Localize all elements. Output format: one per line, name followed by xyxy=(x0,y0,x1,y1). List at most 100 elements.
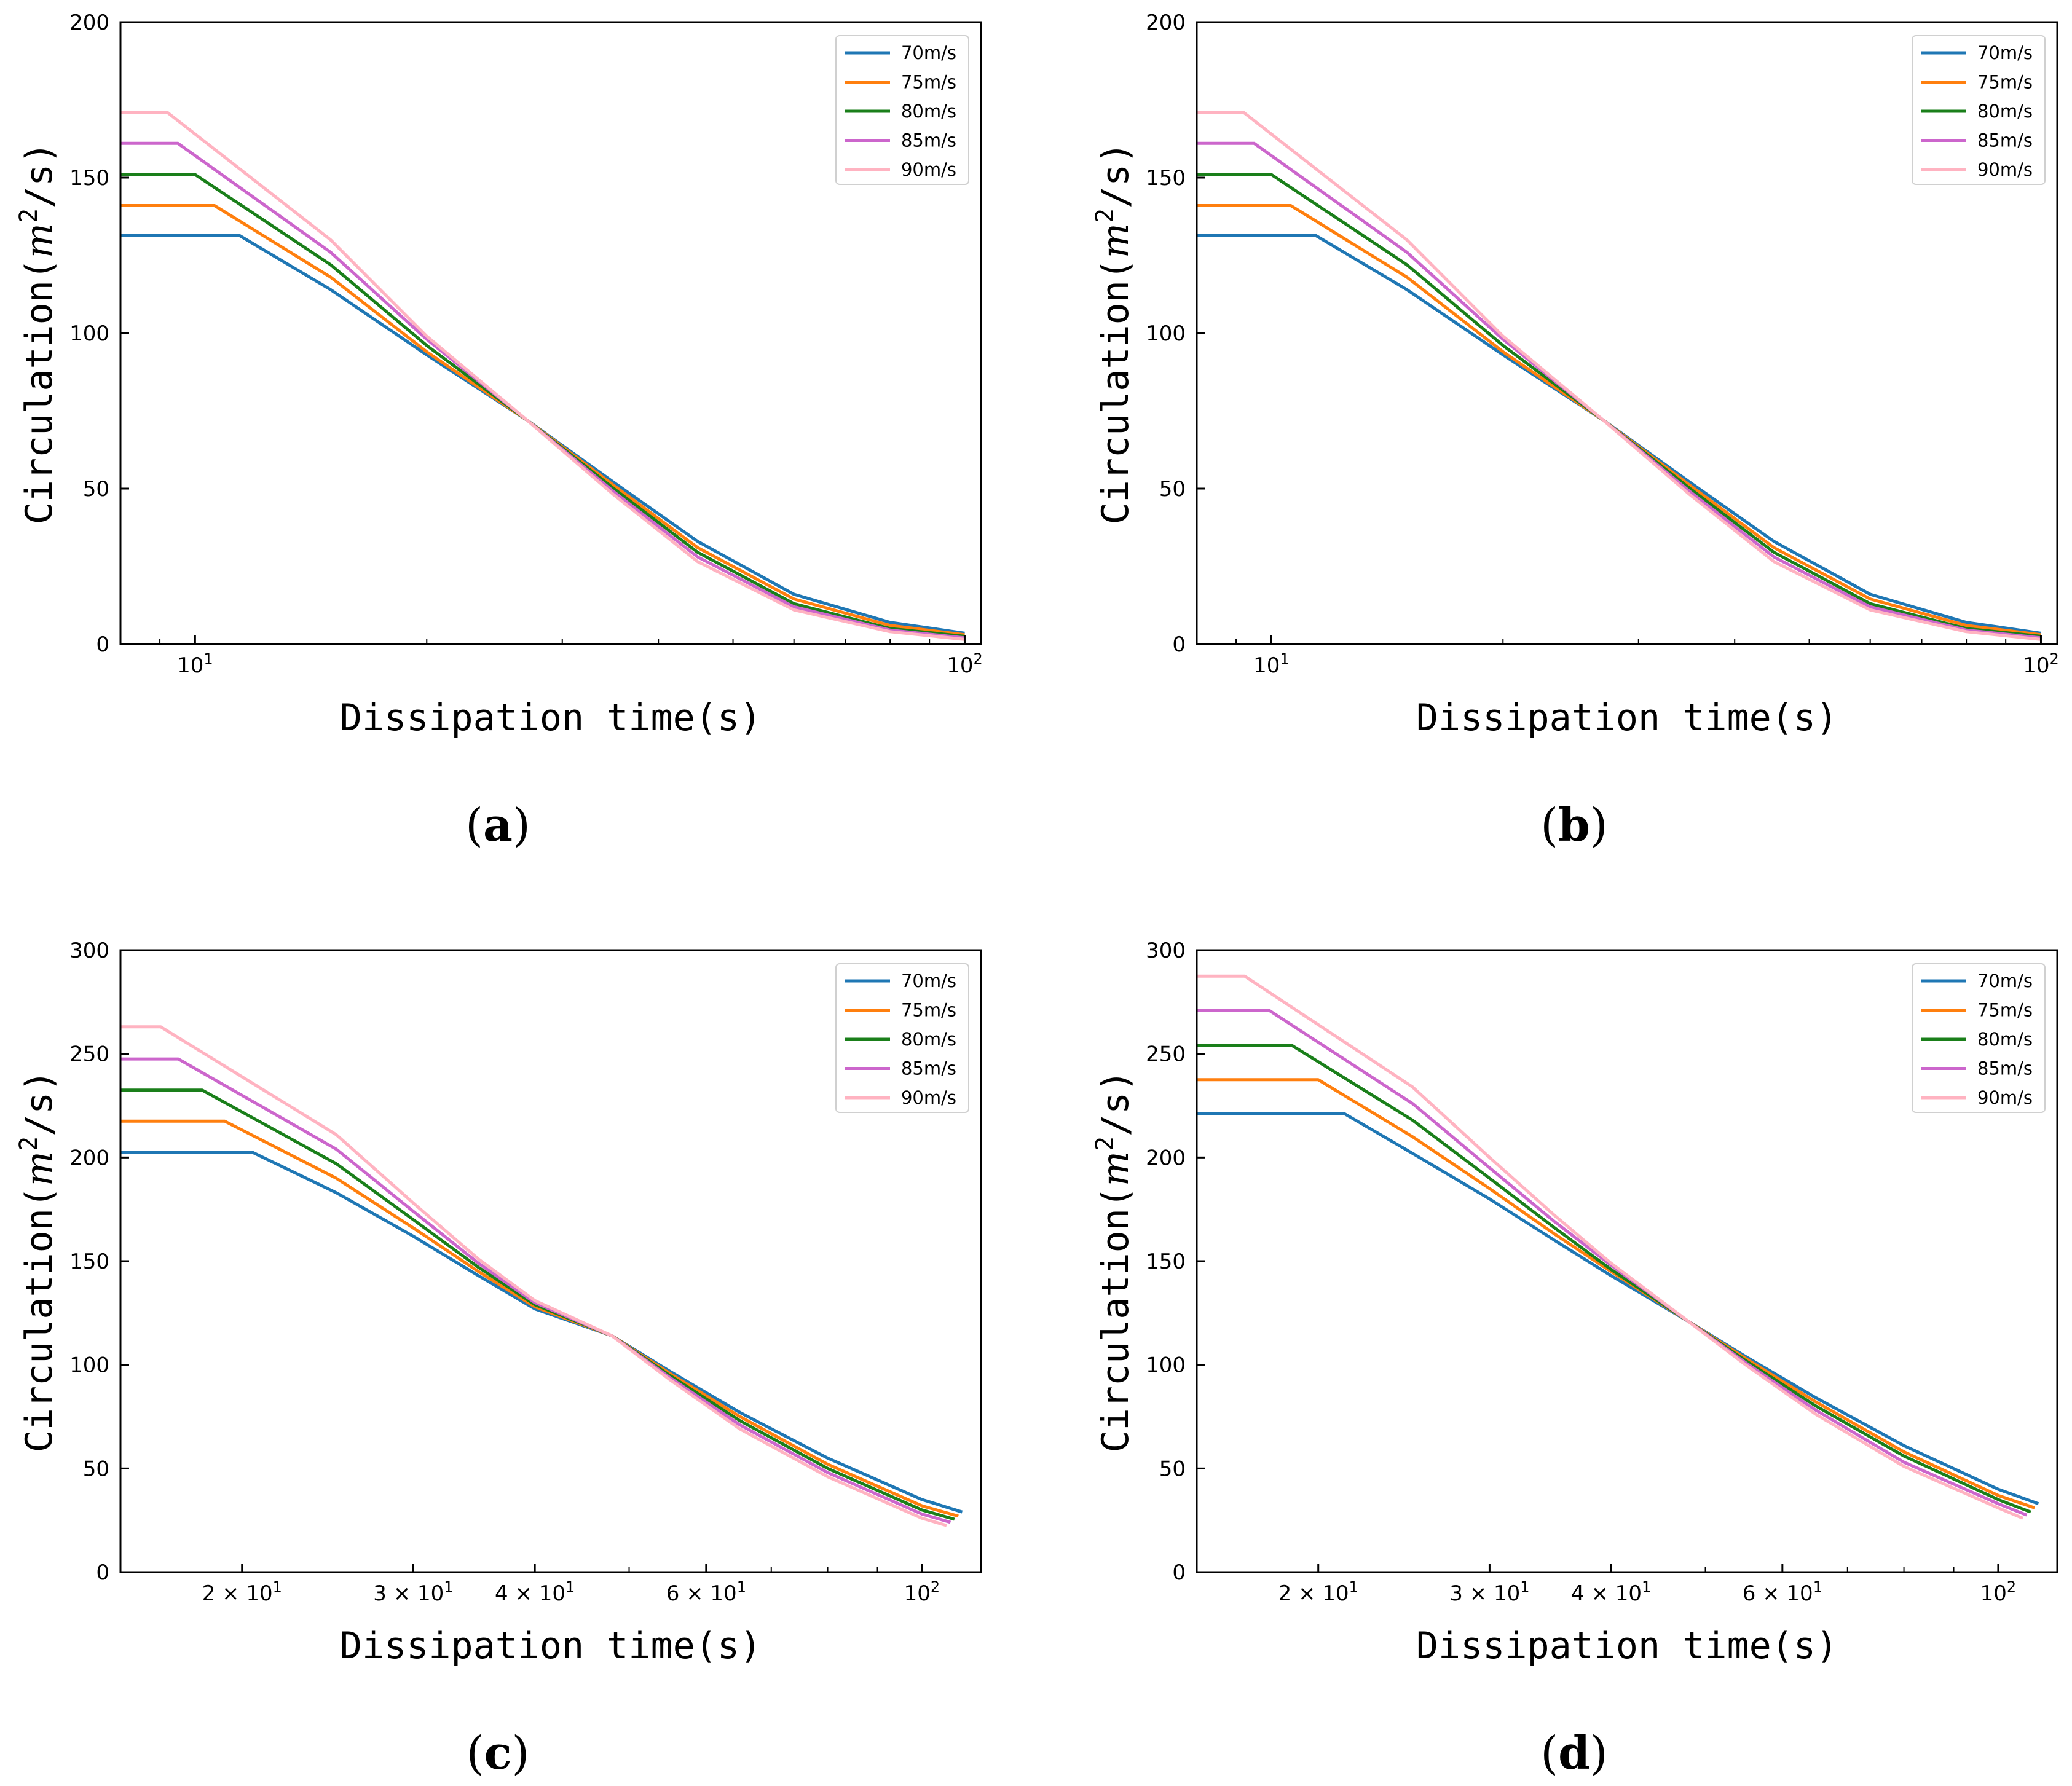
x-axis-label: Dissipation time(s) xyxy=(1416,1624,1838,1667)
x-axis-label: Dissipation time(s) xyxy=(1416,696,1838,739)
x-tick-label-exp: 1 xyxy=(203,650,213,667)
legend-label: 85m/s xyxy=(1977,130,2033,151)
legend-label: 80m/s xyxy=(901,1029,956,1050)
y-axis-label-m: m xyxy=(1094,1151,1137,1186)
panel-caption-open: ( xyxy=(465,799,483,852)
x-tick-label-base: 10 xyxy=(2023,653,2049,678)
legend-label: 70m/s xyxy=(901,42,956,63)
x-tick-label-exp: 1 xyxy=(273,1578,282,1595)
y-axis-label-main: Circulation( xyxy=(1094,1186,1137,1452)
x-tick-label: 6 × 101 xyxy=(666,1578,746,1606)
legend: 70m/s 75m/s 80m/s 85m/s 90m/s xyxy=(1912,35,2046,185)
y-axis-label-main: Circulation( xyxy=(18,258,61,524)
y-axis-label-tail: /s) xyxy=(1094,142,1137,208)
x-tick-label-base: 10 xyxy=(904,1581,931,1606)
legend-label: 90m/s xyxy=(901,159,956,180)
y-tick-label: 150 xyxy=(69,166,109,191)
y-tick-label: 100 xyxy=(1146,1353,1186,1378)
x-tick-label-exp: 2 xyxy=(931,1578,940,1595)
y-axis-label-m: m xyxy=(18,223,61,258)
x-tick-label-exp: 1 xyxy=(1349,1578,1358,1595)
legend: 70m/s 75m/s 80m/s 85m/s 90m/s xyxy=(835,35,969,185)
y-axis-label-sup: 2 xyxy=(1091,208,1119,223)
y-axis-label: Circulation(m2/s) xyxy=(1091,142,1137,525)
y-tick-label: 50 xyxy=(83,1457,109,1481)
y-tick-label: 0 xyxy=(96,1560,109,1585)
x-tick-label-base: 4 × 10 xyxy=(495,1581,565,1606)
y-axis-label-main: Circulation( xyxy=(1094,258,1137,524)
y-axis-label-sup: 2 xyxy=(15,1136,43,1151)
legend-box xyxy=(835,35,969,185)
legend-label: 85m/s xyxy=(901,130,956,151)
x-tick-label-exp: 1 xyxy=(1280,650,1289,667)
legend-label: 70m/s xyxy=(1977,970,2033,991)
y-axis-label: Circulation(m2/s) xyxy=(1091,1070,1137,1453)
x-tick-label: 102 xyxy=(1980,1578,2017,1606)
panel-caption: (c) xyxy=(467,1727,530,1780)
panel-caption-letter: b xyxy=(1558,799,1590,852)
series-line-80m-s xyxy=(1197,1044,2031,1514)
x-tick-label-exp: 1 xyxy=(565,1578,575,1595)
series-line-85m-s xyxy=(1197,141,2041,640)
legend-box xyxy=(1912,35,2046,185)
y-tick-label: 150 xyxy=(1146,166,1186,191)
legend-label: 70m/s xyxy=(901,970,956,991)
y-tick-label: 300 xyxy=(1146,938,1186,963)
x-tick-label: 102 xyxy=(904,1578,940,1606)
y-tick-label: 200 xyxy=(1146,10,1186,35)
series-line-70m-s xyxy=(1197,1112,2039,1506)
panel-caption: (b) xyxy=(1540,799,1608,852)
legend-label: 80m/s xyxy=(1977,1029,2033,1050)
x-tick-label-base: 10 xyxy=(947,653,973,678)
series-line-70m-s xyxy=(120,1151,963,1514)
y-axis-label-main: Circulation( xyxy=(18,1186,61,1452)
y-tick-label: 200 xyxy=(69,10,109,35)
x-tick-label-base: 10 xyxy=(1980,1581,2007,1606)
y-tick-label: 200 xyxy=(1146,1146,1186,1170)
x-tick-label-base: 3 × 10 xyxy=(1449,1581,1520,1606)
x-tick-label-exp: 1 xyxy=(1813,1578,1822,1595)
y-tick-label: 250 xyxy=(69,1042,109,1067)
legend-box xyxy=(835,963,969,1113)
series-line-90m-s xyxy=(120,1025,947,1527)
panel-caption-close: ) xyxy=(1590,1727,1608,1780)
panel-caption-close: ) xyxy=(512,1727,530,1780)
y-tick-label: 250 xyxy=(1146,1042,1186,1067)
y-tick-label: 100 xyxy=(69,1353,109,1378)
x-tick-label: 6 × 101 xyxy=(1743,1578,1822,1606)
y-axis-label-sup: 2 xyxy=(15,208,43,223)
y-tick-label: 100 xyxy=(1146,321,1186,346)
y-axis-label-tail: /s) xyxy=(18,142,61,208)
series-line-80m-s xyxy=(120,173,965,638)
y-tick-label: 150 xyxy=(1146,1249,1186,1274)
legend-label: 90m/s xyxy=(901,1087,956,1108)
y-axis-label: Circulation(m2/s) xyxy=(15,1070,61,1453)
legend-label: 85m/s xyxy=(901,1058,956,1079)
x-axis-label: Dissipation time(s) xyxy=(340,1624,762,1667)
legend-label: 90m/s xyxy=(1977,1087,2033,1108)
legend-label: 80m/s xyxy=(1977,101,2033,122)
legend-label: 75m/s xyxy=(901,1000,956,1021)
y-tick-label: 150 xyxy=(69,1249,109,1274)
legend-label: 75m/s xyxy=(901,72,956,93)
panel-caption-open: ( xyxy=(1540,1727,1558,1780)
y-tick-label: 0 xyxy=(96,632,109,657)
y-axis-label-tail: /s) xyxy=(18,1070,61,1136)
series-line-85m-s xyxy=(120,1057,951,1524)
x-tick-label: 2 × 101 xyxy=(202,1578,282,1606)
y-tick-label: 50 xyxy=(1159,1457,1186,1481)
series-line-90m-s xyxy=(1197,111,2041,641)
x-tick-label-exp: 2 xyxy=(2007,1578,2016,1595)
x-tick-label: 2 × 101 xyxy=(1278,1578,1358,1606)
y-axis-label-m: m xyxy=(18,1151,61,1186)
panel-caption-close: ) xyxy=(513,799,530,852)
legend-label: 70m/s xyxy=(1977,42,2033,63)
panel-caption-close: ) xyxy=(1590,799,1608,852)
y-tick-label: 50 xyxy=(83,477,109,502)
panel-caption-open: ( xyxy=(1540,799,1558,852)
